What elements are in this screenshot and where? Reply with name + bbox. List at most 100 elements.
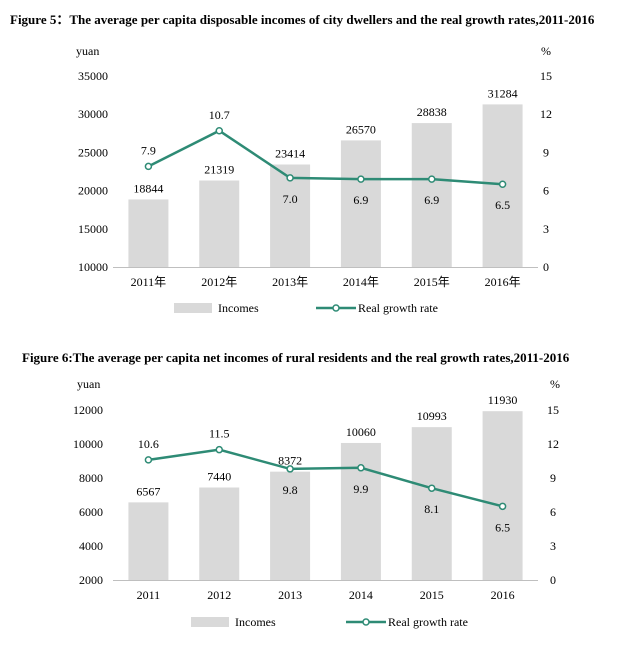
figure-6: Figure 6:The average per capita net inco… [0,330,630,646]
bar-value-label: 28838 [417,105,447,119]
y2-axis-unit: % [541,44,551,58]
growth-rate-point [498,180,507,188]
y2-tick-label: 12 [547,437,559,451]
growth-rate-point [357,175,365,183]
growth-rate-point [428,484,436,492]
growth-rate-label: 11.5 [209,427,230,441]
y-tick-label: 8000 [79,471,103,485]
growth-rate-point [428,175,436,183]
y-tick-label: 25000 [78,145,108,159]
growth-rate-point [215,445,223,454]
growth-rate-label: 6.9 [424,193,439,207]
y2-tick-label: 6 [550,505,556,519]
legend-incomes-swatch [191,617,229,627]
y-tick-label: 35000 [78,69,108,83]
growth-rate-label: 8.1 [424,502,439,516]
bar [199,180,240,267]
legend-growth-label: Real growth rate [358,301,438,315]
y-tick-label: 10000 [73,437,103,451]
chart-title: Figure 6:The average per capita net inco… [22,350,570,365]
y-tick-label: 2000 [79,573,103,587]
bar [199,487,240,580]
growth-rate-label: 6.5 [495,520,510,534]
bar [411,123,452,267]
growth-rate-line [147,129,503,186]
x-tick-label: 2012年 [201,275,237,289]
y2-tick-label: 3 [543,222,549,236]
y-tick-label: 4000 [79,539,103,553]
growth-rate-line [148,448,503,508]
bar-value-label: 23414 [275,147,305,161]
bar [340,140,381,267]
legend-incomes-label: Incomes [218,301,259,315]
growth-rate-label: 9.9 [353,482,368,496]
y2-tick-label: 9 [543,145,549,159]
growth-rate-label: 6.9 [353,193,368,207]
bar [411,427,452,580]
x-tick-label: 2016 [491,588,515,602]
x-tick-label: 2013 [278,588,302,602]
bar-value-label: 11930 [488,393,518,407]
x-tick-label: 2016年 [485,275,521,289]
x-tick-label: 2015 [420,588,444,602]
legend-growth-marker [362,618,370,626]
bar-value-label: 26570 [346,122,376,136]
y-tick-label: 15000 [78,222,108,236]
growth-rate-point [357,464,365,472]
growth-rate-label: 7.9 [141,143,156,157]
x-tick-label: 2011年 [131,275,167,289]
y2-tick-label: 15 [540,69,552,83]
y-axis-unit: yuan [77,377,100,391]
growth-rate-point [215,127,223,135]
bar-value-label: 10060 [346,425,376,439]
growth-rate-point [144,162,153,171]
y2-tick-label: 12 [540,107,552,121]
growth-rate-label: 10.7 [209,108,230,122]
x-tick-label: 2011 [137,588,161,602]
y2-tick-label: 0 [543,260,549,274]
x-tick-label: 2014 [349,588,373,602]
y2-axis-unit: % [550,377,560,391]
bar-value-label: 31284 [488,86,518,100]
growth-rate-label: 9.8 [283,483,298,497]
legend-growth-marker [332,304,340,312]
chart-5-svg: yuan % 10000 15000 20000 25000 30000 35000 0 3 6 9 1… [76,44,552,315]
y-axis-unit: yuan [76,44,99,58]
y2-tick-label: 3 [550,539,556,553]
legend-incomes-swatch [174,303,212,313]
y-tick-label: 20000 [78,184,108,198]
bar-value-label: 7440 [207,470,231,484]
y2-tick-label: 15 [547,403,559,417]
growth-rate-label: 10.6 [138,437,159,451]
y-tick-label: 10000 [78,260,108,274]
x-tick-label: 2015年 [414,275,450,289]
bar [128,199,169,267]
bar-value-label: 6567 [136,484,160,498]
growth-rate-point [498,502,507,511]
x-tick-label: 2014年 [343,275,379,289]
bar-value-label: 10993 [417,409,447,423]
bar-value-label: 21319 [204,163,234,177]
y-tick-label: 6000 [79,505,103,519]
x-tick-label: 2013年 [272,275,308,289]
growth-rate-point [286,174,294,182]
x-tick-label: 2012 [207,588,231,602]
legend-growth-label: Real growth rate [388,615,468,629]
growth-rate-label: 6.5 [495,198,510,212]
bar [482,411,523,580]
y2-tick-label: 9 [550,471,556,485]
chart-title: Figure 5：The average per capita disposab… [10,12,595,27]
figure-5: Figure 5：The average per capita disposab… [10,12,595,315]
y-tick-label: 30000 [78,107,108,121]
y2-tick-label: 0 [550,573,556,587]
bar-value-label: 18844 [133,181,163,195]
y2-tick-label: 6 [543,184,549,198]
growth-rate-label: 7.0 [283,192,298,206]
bar [128,502,169,580]
bar [340,442,381,580]
chart-6-svg: yuan % 2000 4000 6000 8000 10000 12000 0 3 6 9 12 15 2… [73,377,560,629]
growth-rate-point [286,465,294,473]
growth-rate-point [144,456,153,464]
legend-incomes-label: Incomes [235,615,276,629]
bar [270,471,311,580]
